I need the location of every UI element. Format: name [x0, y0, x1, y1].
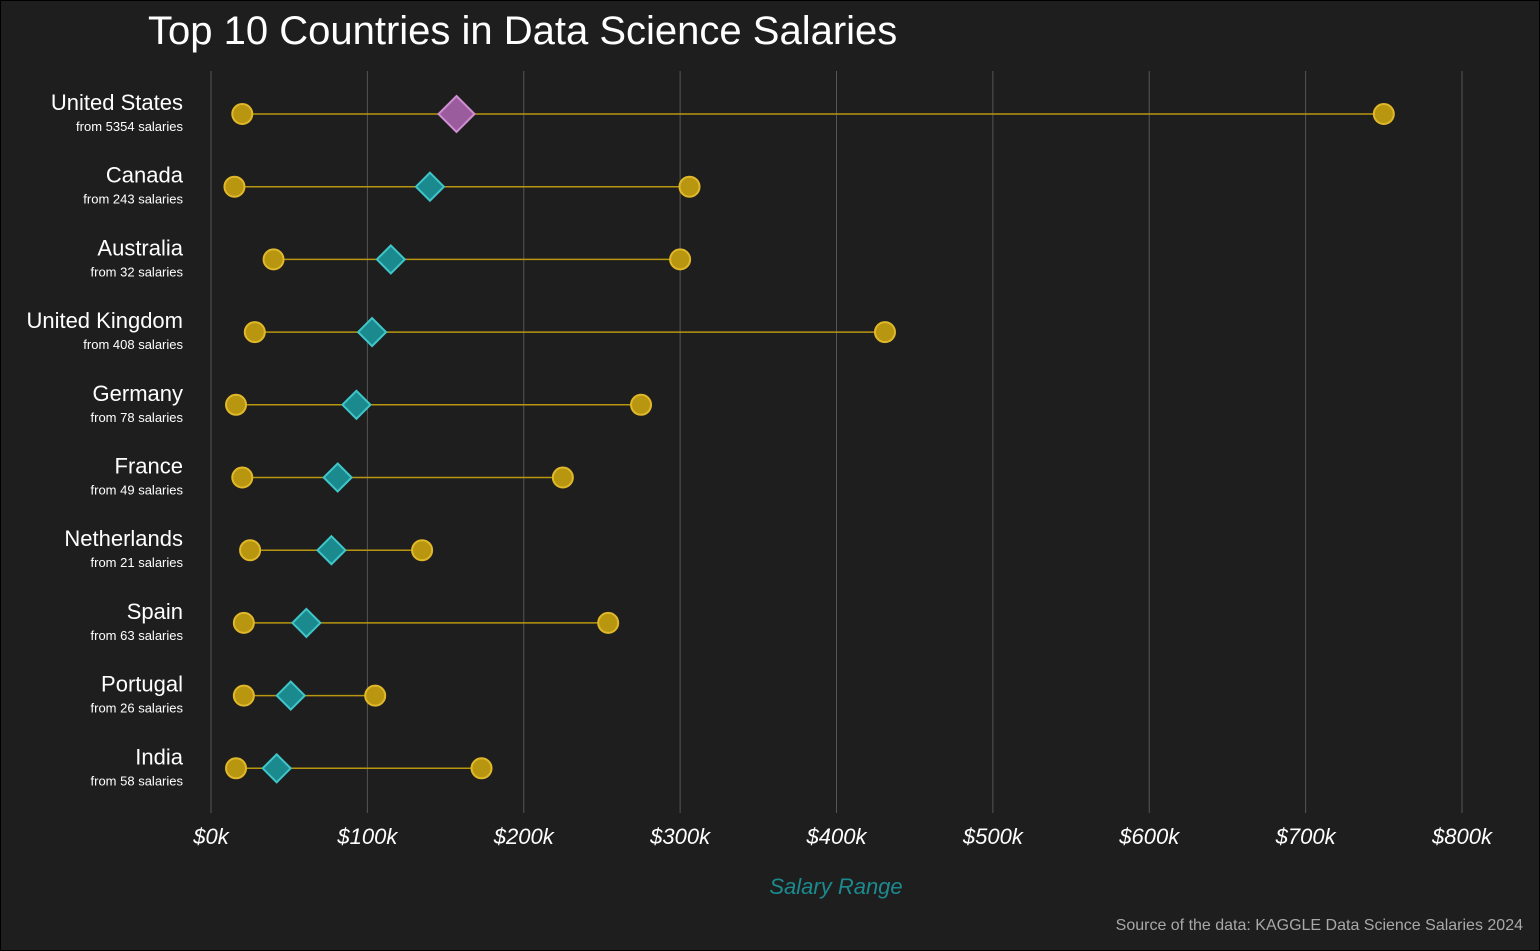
salary-count-label: from 243 salaries — [83, 192, 183, 207]
max-salary-point — [551, 466, 574, 489]
min-salary-point — [262, 248, 285, 271]
salary-count-label: from 21 salaries — [91, 555, 184, 570]
median-salary-marker — [290, 607, 322, 639]
x-tick-label: $800k — [1431, 824, 1493, 849]
country-label: Germany — [93, 381, 183, 406]
median-salary-marker — [341, 389, 372, 421]
range-lines — [234, 113, 1384, 770]
median-salary-marker — [356, 316, 388, 348]
x-tick-label: $700k — [1275, 824, 1337, 849]
min-salary-point — [232, 684, 255, 707]
x-tick-label: $400k — [806, 824, 868, 849]
max-salary-point — [1372, 103, 1395, 125]
salary-count-label: from 63 salaries — [91, 628, 184, 643]
min-salary-point — [239, 539, 262, 562]
max-salary-point — [597, 611, 620, 634]
salary-count-label: from 32 salaries — [91, 264, 184, 279]
max-salary-point — [669, 248, 692, 271]
median-salary-marker — [315, 534, 347, 566]
salary-count-label: from 78 salaries — [91, 410, 184, 425]
country-label: Portugal — [101, 672, 183, 697]
country-label: Spain — [127, 599, 183, 624]
median-salary-marker — [322, 462, 354, 493]
max-salary-point — [678, 175, 701, 198]
x-tick-labels: $0k $100k $200k $300k $400k $500k $600k $700k $8… — [192, 824, 1493, 849]
x-tick-label: $200k — [493, 824, 555, 849]
median-salary-marker — [414, 171, 446, 203]
salary-count-label: from 26 salaries — [91, 701, 184, 716]
min-salary-point — [232, 611, 255, 634]
min-salary-point — [225, 393, 248, 416]
salary-count-label: from 408 salaries — [83, 337, 183, 352]
min-salary-point — [223, 175, 246, 198]
data-points — [223, 94, 1395, 784]
x-tick-label: $600k — [1118, 824, 1180, 849]
country-label: Canada — [106, 163, 184, 188]
country-label: France — [115, 454, 183, 479]
min-salary-point — [231, 103, 254, 125]
country-label: United States — [51, 90, 183, 115]
x-tick-label: $100k — [336, 824, 398, 849]
x-tick-label: $300k — [649, 824, 711, 849]
country-label: Australia — [97, 235, 183, 260]
median-salary-marker — [437, 94, 476, 134]
x-axis-title: Salary Range — [769, 874, 903, 899]
x-tick-label: $0k — [192, 824, 229, 849]
min-salary-point — [225, 757, 248, 780]
country-labels: United States from 5354 salaries Canada fro… — [26, 90, 183, 788]
grid-lines — [210, 71, 1463, 813]
country-label: United Kingdom — [26, 308, 183, 333]
max-salary-point — [630, 393, 653, 416]
country-label: India — [135, 744, 183, 769]
median-salary-marker — [275, 680, 307, 712]
salary-count-label: from 58 salaries — [91, 773, 184, 788]
max-salary-point — [873, 321, 896, 344]
salary-count-label: from 5354 salaries — [76, 119, 183, 134]
min-salary-point — [231, 466, 254, 489]
chart-title: Top 10 Countries in Data Science Salarie… — [148, 9, 898, 53]
min-salary-point — [243, 321, 266, 344]
max-salary-point — [364, 684, 387, 707]
max-salary-point — [470, 757, 493, 780]
salary-count-label: from 49 salaries — [91, 483, 184, 498]
country-label: Netherlands — [64, 526, 183, 551]
median-salary-marker — [375, 243, 407, 275]
max-salary-point — [411, 539, 434, 562]
median-salary-marker — [261, 752, 293, 784]
x-tick-label: $500k — [962, 824, 1024, 849]
chart-caption: Source of the data: KAGGLE Data Science … — [1115, 917, 1523, 934]
